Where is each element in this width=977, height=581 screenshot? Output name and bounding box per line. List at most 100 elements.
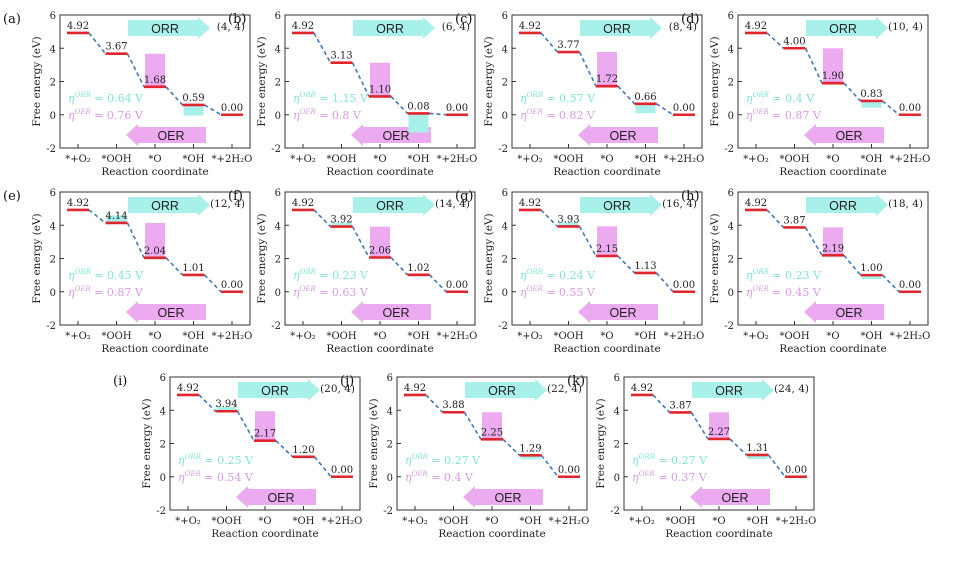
step-connector — [165, 86, 184, 106]
x-tick-label: *O — [600, 154, 613, 165]
energy-value-label: 1.90 — [822, 71, 844, 82]
eta-oer-label: ηOER = 0.55 V — [520, 285, 596, 299]
step-connector — [88, 32, 107, 55]
energy-value-label: 1.13 — [634, 261, 656, 272]
panel: -2 0 2 4 6 *+O₂ *OOH *O *OH *+2H₂O Reaction coordi… — [228, 11, 477, 178]
panel-label: (h) — [681, 189, 700, 204]
oer-limiting-bar — [597, 52, 617, 87]
energy-value-label: 2.15 — [596, 244, 618, 255]
size-tag: (16, 4) — [662, 198, 697, 210]
y-tick-label: 2 — [728, 78, 734, 89]
energy-value-label: 3.88 — [442, 400, 464, 411]
panel-label: (k) — [567, 374, 585, 389]
energy-value-label: 0.00 — [785, 465, 807, 476]
panel: -2 0 2 4 6 *+O₂ *OOH *O *OH *+2H₂O Reaction coordi… — [113, 373, 362, 540]
eta-orr-label: ηORR = 1.15 V — [293, 91, 369, 105]
y-tick-label: -2 — [724, 144, 734, 155]
size-tag: (8, 4) — [669, 21, 697, 33]
eta-oer-label: ηOER = 0.87 V — [68, 285, 144, 299]
y-tick-label: 2 — [387, 440, 393, 451]
y-tick-label: 6 — [614, 373, 620, 384]
oer-label: OER — [835, 306, 862, 320]
oer-limiting-bar — [823, 227, 843, 256]
oer-label: OER — [267, 491, 294, 505]
oer-arrow — [690, 486, 770, 508]
y-tick-label: 4 — [614, 406, 620, 417]
size-tag: (22, 4) — [547, 383, 582, 395]
orr-arrow — [580, 194, 662, 216]
step-connector — [204, 104, 222, 116]
y-tick-label: 2 — [275, 255, 281, 266]
y-tick-label: 6 — [728, 11, 734, 22]
x-tick-label: *+2H₂O — [212, 331, 253, 342]
orr-arrow — [465, 379, 547, 401]
x-tick-label: *+O₂ — [517, 154, 543, 165]
y-tick-label: 2 — [728, 255, 734, 266]
energy-value-label: 4.00 — [783, 36, 805, 47]
x-tick-label: *O — [485, 516, 498, 527]
step-connector — [463, 411, 482, 440]
eta-oer-label: ηOER = 0.8 V — [293, 108, 362, 122]
oer-limiting-bar — [823, 48, 843, 84]
orr-limiting-bar — [183, 104, 204, 116]
energy-value-label: 2.19 — [822, 243, 844, 254]
orr-label: ORR — [261, 384, 289, 398]
step-connector — [766, 209, 785, 228]
oer-limiting-bar — [370, 62, 390, 97]
oer-limiting-bar — [482, 412, 502, 440]
eta-orr-label: ηORR = 0.64 V — [68, 91, 144, 105]
x-tick-label: *OH — [747, 516, 769, 527]
y-tick-label: -2 — [498, 321, 508, 332]
energy-value-label: 4.92 — [67, 198, 89, 209]
eta-oer-label: ηOER = 0.4 V — [405, 470, 474, 484]
eta-oer-label: ηOER = 0.63 V — [293, 285, 369, 299]
energy-value-label: 0.59 — [182, 93, 204, 104]
eta-orr-label: ηORR = 0.4 V — [746, 91, 815, 105]
panel: -2 0 2 4 6 *+O₂ *OOH *O *OH *+2H₂O Reaction coordi… — [455, 11, 704, 178]
y-tick-label: 0 — [502, 111, 508, 122]
y-tick-label: 6 — [502, 11, 508, 22]
orr-label: ORR — [151, 199, 179, 213]
step-connector — [617, 85, 636, 105]
y-tick-label: -2 — [498, 144, 508, 155]
y-tick-label: -2 — [271, 144, 281, 155]
x-tick-label: *+O₂ — [743, 331, 769, 342]
step-connector — [655, 272, 674, 293]
oer-arrow — [126, 301, 206, 323]
energy-value-label: 0.66 — [634, 92, 656, 103]
step-connector — [502, 438, 521, 456]
x-tick-label: *+O₂ — [65, 154, 91, 165]
energy-value-label: 4.92 — [67, 21, 89, 32]
x-tick-label: *OOH — [211, 516, 241, 527]
size-tag: (10, 4) — [888, 21, 923, 33]
x-tick-label: *+O₂ — [290, 331, 316, 342]
oer-label: OER — [157, 306, 184, 320]
x-tick-label: *OOH — [101, 154, 131, 165]
energy-value-label: 1.01 — [182, 263, 204, 274]
energy-value-label: 0.08 — [407, 101, 429, 112]
size-tag: (4, 4) — [217, 21, 245, 33]
oer-label: OER — [157, 129, 184, 143]
x-tick-label: *OOH — [553, 154, 583, 165]
x-tick-label: *O — [148, 154, 161, 165]
x-tick-label: *+2H₂O — [890, 154, 931, 165]
eta-oer-label: ηOER = 0.37 V — [632, 470, 708, 484]
energy-value-label: 2.27 — [708, 427, 730, 438]
y-tick-label: 4 — [275, 44, 281, 55]
energy-value-label: 1.02 — [407, 263, 429, 274]
step-connector — [540, 32, 559, 53]
x-tick-label: *O — [373, 331, 386, 342]
eta-orr-label: ηORR = 0.24 V — [520, 268, 596, 282]
orr-arrow — [353, 194, 435, 216]
y-axis-label: Free energy (eV) — [595, 398, 607, 488]
eta-oer-label: ηOER = 0.82 V — [520, 108, 596, 122]
y-tick-label: -2 — [724, 321, 734, 332]
orr-arrow — [580, 17, 662, 39]
panel: -2 0 2 4 6 *+O₂ *OOH *O *OH *+2H₂O Reaction coordi… — [228, 188, 477, 355]
x-tick-label: *OH — [861, 154, 883, 165]
panel-label: (i) — [113, 374, 127, 389]
step-connector — [578, 226, 597, 257]
eta-orr-label: ηORR = 0.57 V — [520, 91, 596, 105]
step-connector — [540, 209, 559, 227]
eta-oer-label: ηOER = 0.54 V — [178, 470, 254, 484]
